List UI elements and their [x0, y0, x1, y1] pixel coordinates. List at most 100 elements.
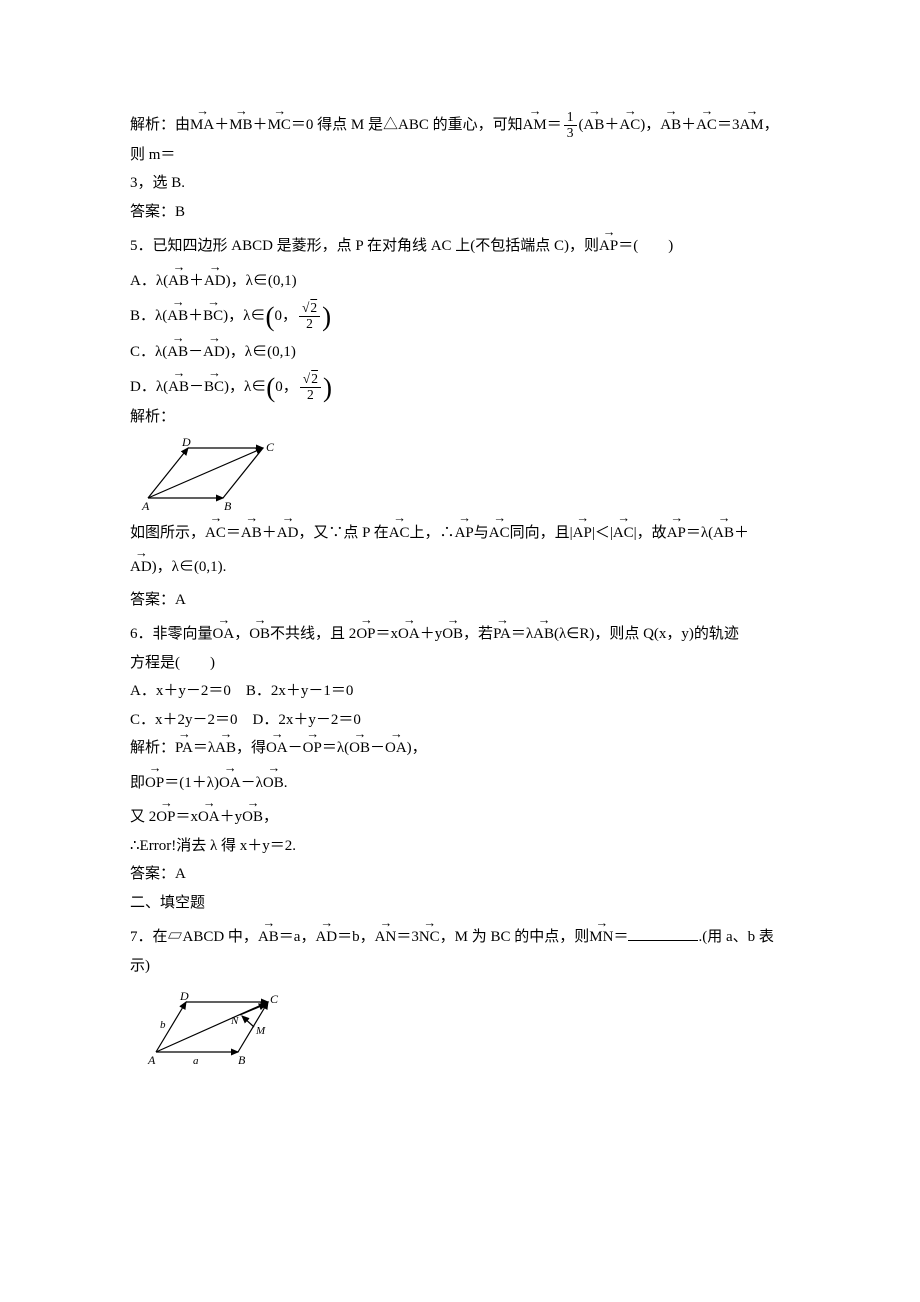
- text: ＋: [253, 117, 268, 133]
- denominator: 2: [299, 317, 320, 332]
- vec-AB: AB: [713, 519, 734, 548]
- text: ＝b，: [337, 929, 375, 945]
- vec-AM: AM: [739, 111, 763, 140]
- text: 6．非零向量: [130, 626, 213, 642]
- vec-AM: AM: [523, 111, 547, 140]
- q6-options-ab: A．x＋y－2＝0 B．2x＋y－1＝0: [130, 677, 790, 706]
- fraction: √22: [300, 372, 321, 403]
- text: ，若: [463, 626, 493, 642]
- text: 又 2: [130, 809, 156, 825]
- text: 消去 λ 得 x＋y＝2.: [176, 838, 296, 854]
- vec-AC: AC: [613, 519, 634, 548]
- text: ＝λ(: [686, 525, 713, 541]
- text: ＝: [226, 525, 241, 541]
- text: )，λ∈(0,1): [225, 344, 296, 360]
- q5-analysis-label: 解析：: [130, 403, 790, 432]
- q5-option-a: A．λ(AB＋AD)，λ∈(0,1): [130, 267, 790, 296]
- vec-AP: AP: [599, 232, 618, 261]
- numerator: 1: [564, 110, 577, 126]
- vec-MN: MN: [589, 923, 613, 952]
- vec-OA: OA: [398, 620, 420, 649]
- text: ＋y: [220, 809, 243, 825]
- q5-diagram: A B D C: [138, 438, 288, 513]
- label-a: a: [193, 1055, 199, 1067]
- denominator: 2: [300, 388, 321, 403]
- vec-AP: AP: [573, 519, 592, 548]
- text: ＝a，: [279, 929, 316, 945]
- vec-AB: AB: [533, 620, 554, 649]
- vec-AD: AD: [130, 553, 152, 582]
- text: ＝λ: [193, 740, 215, 756]
- q4-analysis: 解析：由MA＋MB＋MC＝0 得点 M 是△ABC 的重心，可知AM＝13(AB…: [130, 110, 790, 169]
- vec-OB: OB: [263, 769, 284, 798]
- text: ＋: [262, 525, 277, 541]
- paren-left: (: [266, 373, 275, 403]
- text: ＝( ): [618, 238, 673, 254]
- text: ＋: [734, 525, 749, 541]
- text: ＝3: [396, 929, 419, 945]
- numerator: √2: [300, 372, 321, 388]
- text: ＝: [547, 117, 562, 133]
- text: ＋: [188, 308, 203, 324]
- vec-OP: OP: [303, 734, 322, 763]
- q6-stem-2: 方程是( ): [130, 649, 790, 678]
- q6-answer: 答案：A: [130, 860, 790, 889]
- q5-explanation-2: AD)，λ∈(0,1).: [130, 553, 790, 582]
- vec-OA: OA: [213, 620, 235, 649]
- text: ＝λ(: [322, 740, 349, 756]
- text: ＝0 得点 M 是△ABC 的重心，可知: [291, 117, 523, 133]
- vec-OB: OB: [349, 734, 370, 763]
- text: 上，∴: [410, 525, 455, 541]
- vec-AD: AD: [277, 519, 299, 548]
- text: 解析：由: [130, 117, 190, 133]
- text: |，故: [634, 525, 667, 541]
- text: ＝λ: [511, 626, 533, 642]
- text: )，λ∈: [224, 379, 266, 395]
- text: 同向，且|: [510, 525, 573, 541]
- label-C: C: [266, 440, 275, 454]
- text: A．λ(: [130, 273, 168, 289]
- vec-AB: AB: [241, 519, 262, 548]
- label-B: B: [238, 1053, 246, 1067]
- vec-OP: OP: [356, 620, 375, 649]
- label-D: D: [179, 990, 189, 1003]
- vec-OB: OB: [249, 620, 270, 649]
- text: 不共线，且 2: [270, 626, 356, 642]
- text: ＝(1＋λ): [164, 775, 219, 791]
- vec-AC: AC: [489, 519, 510, 548]
- text: ，: [263, 809, 278, 825]
- text: ，得: [236, 740, 266, 756]
- radicand: 2: [310, 371, 318, 386]
- error-text: Error!: [140, 838, 177, 854]
- text: ＝3: [717, 117, 740, 133]
- vec-MC: MC: [268, 111, 291, 140]
- q7-diagram: A B D C N M a b: [138, 990, 293, 1070]
- text: )，: [640, 117, 660, 133]
- text: 与: [474, 525, 489, 541]
- section-2-heading: 二、填空题: [130, 889, 790, 918]
- vec-AB: AB: [168, 373, 189, 402]
- q6-stem: 6．非零向量OA，OB不共线，且 2OP＝xOA＋yOB，若PA＝λAB(λ∈R…: [130, 620, 790, 649]
- vec-OA: OA: [198, 803, 220, 832]
- vec-NC: NC: [419, 923, 440, 952]
- label-A: A: [147, 1053, 156, 1067]
- paren-right: ): [322, 302, 331, 332]
- text: ，: [234, 626, 249, 642]
- text: )，λ∈(0,1): [226, 273, 297, 289]
- vec-PA: PA: [175, 734, 193, 763]
- label-C: C: [270, 992, 279, 1006]
- text: )，λ∈(0,1).: [152, 559, 227, 575]
- vec-AB: AB: [584, 111, 605, 140]
- text: ∴: [130, 838, 140, 854]
- text: B．λ(: [130, 308, 167, 324]
- text: (λ∈R)，则点 Q(x，y)的轨迹: [554, 626, 739, 642]
- q5-option-b: B．λ(AB＋BC)，λ∈(0，√22): [130, 301, 790, 332]
- vec-PA: PA: [493, 620, 511, 649]
- text: 0，: [274, 308, 297, 324]
- text: －: [188, 344, 203, 360]
- vec-OA: OA: [219, 769, 241, 798]
- q5-stem: 5．已知四边形 ABCD 是菱形，点 P 在对角线 AC 上(不包括端点 C)，…: [130, 232, 790, 261]
- vec-AC: AC: [696, 111, 717, 140]
- fill-blank: [628, 925, 698, 941]
- vec-OP: OP: [156, 803, 175, 832]
